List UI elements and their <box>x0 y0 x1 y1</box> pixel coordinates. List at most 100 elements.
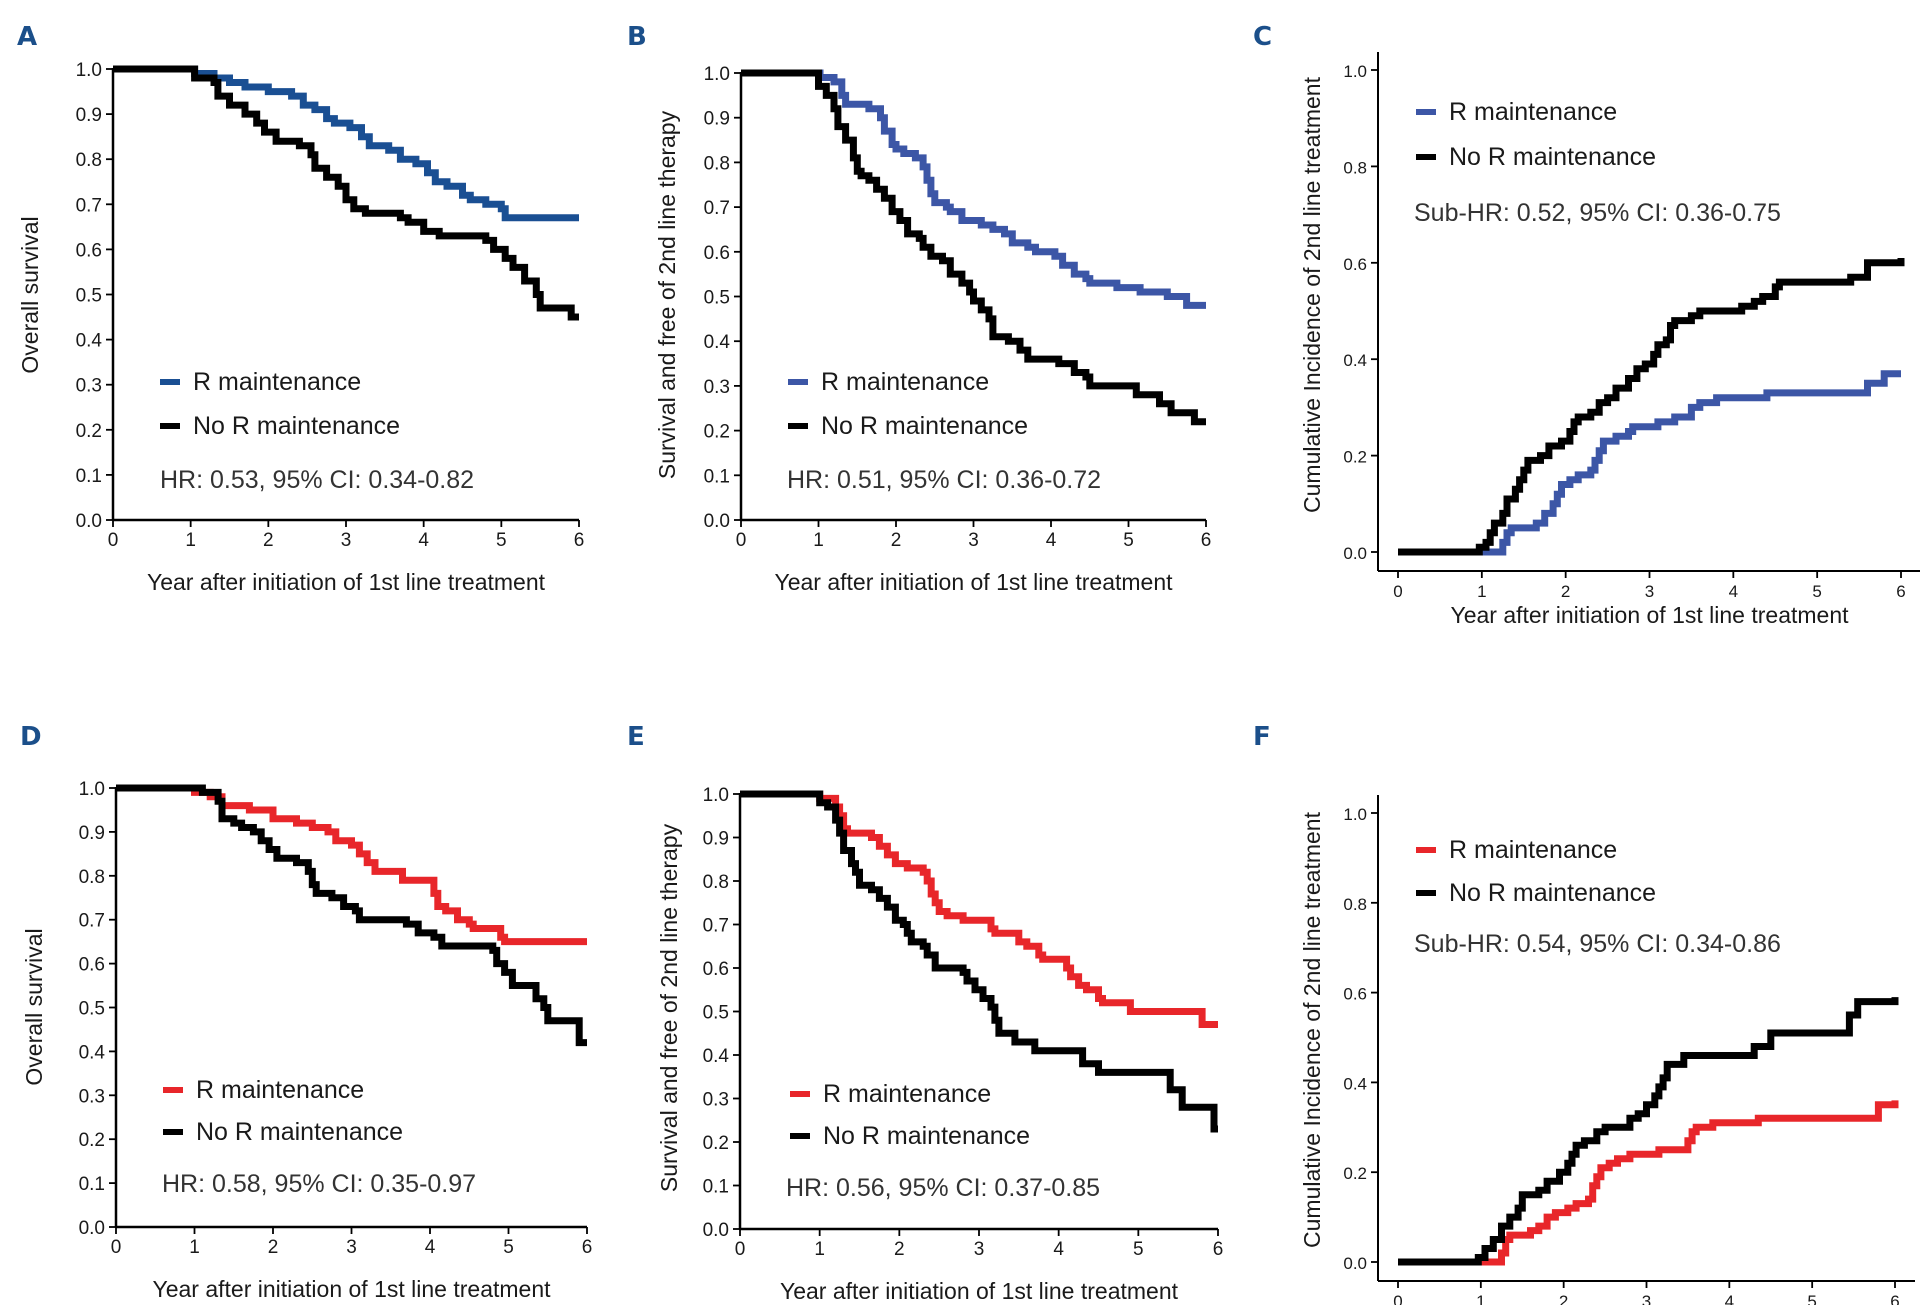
x-tick-label: 0 <box>735 1239 746 1260</box>
hazard-ratio-annotation: HR: 0.56, 95% CI: 0.37-0.85 <box>786 1174 1100 1202</box>
x-tick-label: 3 <box>341 530 352 551</box>
x-tick-label: 4 <box>425 1237 436 1258</box>
panel-c: C 0.0 0.2 0.4 0.6 0.8 1.0 0 1 2 3 4 5 6 Year after ini… <box>1253 22 1920 628</box>
x-tick-label: 2 <box>1559 1292 1568 1305</box>
series-line-r-maintenance <box>740 790 1218 1028</box>
y-tick-label: 0.8 <box>79 867 105 888</box>
legend-label: No R maintenance <box>821 412 1028 440</box>
y-axis-title: Survival and free of 2nd line therapy <box>656 823 682 1192</box>
y-tick-label: 0.3 <box>704 377 730 398</box>
x-tick-label: 6 <box>1213 1239 1224 1260</box>
y-tick-label: 0.9 <box>79 823 105 844</box>
x-tick-label: 6 <box>1201 530 1212 551</box>
y-axis-title: Overall survival <box>17 216 43 373</box>
x-tick-label: 5 <box>1812 582 1821 601</box>
x-tick-label: 2 <box>268 1237 279 1258</box>
y-tick-label: 0.2 <box>1343 1164 1367 1183</box>
series-line-r-maintenance <box>1398 1100 1899 1266</box>
y-tick-label: 0.4 <box>1343 351 1367 370</box>
y-tick-label: 0.4 <box>76 331 103 352</box>
y-tick-label: 1.0 <box>79 779 105 800</box>
x-tick-label: 3 <box>1642 1292 1651 1305</box>
hazard-ratio-annotation: HR: 0.51, 95% CI: 0.36-0.72 <box>787 466 1101 494</box>
x-axis-title: Year after initiation of 1st line treatm… <box>152 1276 551 1302</box>
y-tick-label: 0.7 <box>79 911 105 932</box>
x-tick-label: 1 <box>185 530 196 551</box>
y-tick-label: 0.7 <box>76 195 102 216</box>
x-tick-label: 1 <box>1477 582 1486 601</box>
y-tick-label: 0.0 <box>79 1218 105 1239</box>
x-tick-label: 2 <box>894 1239 905 1260</box>
x-axis-title: Year after initiation of 1st line treatm… <box>780 1278 1179 1304</box>
y-tick-label: 1.0 <box>76 60 102 81</box>
x-tick-label: 5 <box>1133 1239 1144 1260</box>
x-tick-label: 0 <box>1393 1292 1402 1305</box>
legend-label: No R maintenance <box>823 1122 1030 1150</box>
panel-a: A 0.0 0.1 0.2 0.3 0.4 0.5 0.6 0.7 0.8 0.9 1.0 0 1 2 3 4 5… <box>17 22 584 595</box>
x-tick-label: 0 <box>108 530 119 551</box>
series-line-no-r-maintenance <box>741 69 1206 426</box>
series-line-no-r-maintenance <box>1398 997 1899 1266</box>
series-line-no-r-maintenance <box>740 790 1218 1133</box>
y-tick-label: 1.0 <box>1343 62 1367 81</box>
y-tick-label: 0.8 <box>1343 895 1367 914</box>
y-tick-label: 0.9 <box>703 829 729 850</box>
x-tick-label: 1 <box>813 530 824 551</box>
hazard-ratio-annotation: HR: 0.58, 95% CI: 0.35-0.97 <box>162 1170 476 1198</box>
y-tick-label: 0.3 <box>703 1090 729 1111</box>
panel-b: B 0.0 0.1 0.2 0.3 0.4 0.5 0.6 0.7 0.8 0.9 1.0 0 1 2 3 4 5… <box>627 22 1211 595</box>
legend-label: R maintenance <box>821 368 989 396</box>
x-tick-label: 5 <box>503 1237 514 1258</box>
panel-letter: B <box>627 22 647 52</box>
y-tick-label: 0.7 <box>704 198 730 219</box>
x-axis-title: Year after initiation of 1st line treatm… <box>1450 602 1849 628</box>
hazard-ratio-annotation: Sub-HR: 0.54, 95% CI: 0.34-0.86 <box>1414 930 1781 958</box>
y-axis-title: Survival and free of 2nd line therapy <box>654 110 680 479</box>
y-tick-label: 0.0 <box>1343 544 1367 563</box>
legend-label: R maintenance <box>196 1076 364 1104</box>
x-tick-label: 3 <box>346 1237 357 1258</box>
y-tick-label: 1.0 <box>704 64 730 85</box>
y-axis-title: Cumulative Incidence of 2nd line treatme… <box>1299 76 1325 513</box>
y-tick-label: 0.2 <box>704 422 730 443</box>
legend-label: R maintenance <box>1449 98 1617 126</box>
y-tick-label: 0.2 <box>76 421 102 442</box>
x-tick-label: 0 <box>111 1237 122 1258</box>
series-line-no-r-maintenance <box>116 784 587 1047</box>
panel-letter: D <box>20 722 42 752</box>
series-line-r-maintenance <box>1398 370 1901 556</box>
x-tick-label: 0 <box>1393 582 1402 601</box>
y-tick-label: 0.6 <box>704 243 730 264</box>
x-tick-label: 4 <box>1046 530 1057 551</box>
y-tick-label: 0.4 <box>1343 1074 1367 1093</box>
hazard-ratio-annotation: HR: 0.53, 95% CI: 0.34-0.82 <box>160 466 474 494</box>
x-tick-label: 3 <box>1645 582 1654 601</box>
x-tick-label: 5 <box>1123 530 1134 551</box>
x-tick-label: 2 <box>263 530 274 551</box>
y-tick-label: 0.1 <box>704 466 730 487</box>
x-tick-label: 5 <box>1807 1292 1816 1305</box>
legend-label: R maintenance <box>1449 836 1617 864</box>
y-tick-label: 0.0 <box>704 511 730 532</box>
x-tick-label: 5 <box>496 530 507 551</box>
y-tick-label: 0.6 <box>1343 985 1367 1004</box>
series-line-no-r-maintenance <box>113 65 579 321</box>
y-tick-label: 0.2 <box>79 1130 105 1151</box>
y-tick-label: 0.5 <box>703 1003 729 1024</box>
legend-label: No R maintenance <box>193 412 400 440</box>
legend-label: No R maintenance <box>1449 879 1656 907</box>
y-tick-label: 0.9 <box>76 105 102 126</box>
x-tick-label: 4 <box>1725 1292 1734 1305</box>
y-tick-label: 0.8 <box>703 872 729 893</box>
panel-letter: F <box>1253 722 1271 752</box>
x-tick-label: 0 <box>736 530 747 551</box>
y-tick-label: 0.6 <box>76 240 102 261</box>
panel-e: E 0.0 0.1 0.2 0.3 0.4 0.5 0.6 0.7 0.8 0.9 1.0 0 1 2 3 4 5… <box>627 722 1223 1304</box>
y-tick-label: 0.9 <box>704 109 730 130</box>
y-tick-label: 0.7 <box>703 916 729 937</box>
y-tick-label: 1.0 <box>1343 805 1367 824</box>
x-tick-label: 6 <box>574 530 585 551</box>
y-tick-label: 0.6 <box>79 955 105 976</box>
series-line-r-maintenance <box>113 65 579 222</box>
